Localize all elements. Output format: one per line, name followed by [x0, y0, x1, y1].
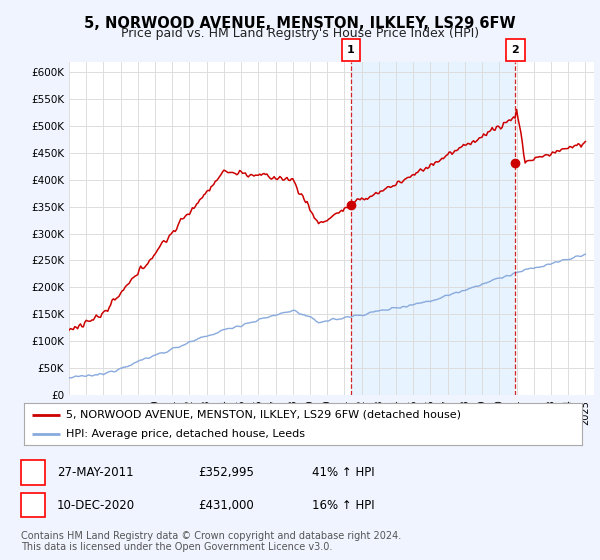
FancyBboxPatch shape: [506, 39, 524, 61]
Text: £352,995: £352,995: [198, 466, 254, 479]
Text: 27-MAY-2011: 27-MAY-2011: [57, 466, 134, 479]
Bar: [351, 62, 515, 395]
Text: HPI: Average price, detached house, Leeds: HPI: Average price, detached house, Leed…: [66, 429, 305, 439]
Text: 16% ↑ HPI: 16% ↑ HPI: [312, 498, 374, 512]
Text: 1: 1: [29, 466, 37, 479]
Text: 10-DEC-2020: 10-DEC-2020: [57, 498, 135, 512]
Text: 5, NORWOOD AVENUE, MENSTON, ILKLEY, LS29 6FW: 5, NORWOOD AVENUE, MENSTON, ILKLEY, LS29…: [84, 16, 516, 31]
Text: Price paid vs. HM Land Registry's House Price Index (HPI): Price paid vs. HM Land Registry's House …: [121, 27, 479, 40]
Text: Contains HM Land Registry data © Crown copyright and database right 2024.
This d: Contains HM Land Registry data © Crown c…: [21, 531, 401, 553]
Text: 1: 1: [347, 45, 355, 55]
FancyBboxPatch shape: [341, 39, 361, 61]
Text: 2: 2: [511, 45, 519, 55]
Text: 5, NORWOOD AVENUE, MENSTON, ILKLEY, LS29 6FW (detached house): 5, NORWOOD AVENUE, MENSTON, ILKLEY, LS29…: [66, 409, 461, 419]
Text: £431,000: £431,000: [198, 498, 254, 512]
Text: 41% ↑ HPI: 41% ↑ HPI: [312, 466, 374, 479]
Text: 2: 2: [29, 498, 37, 512]
